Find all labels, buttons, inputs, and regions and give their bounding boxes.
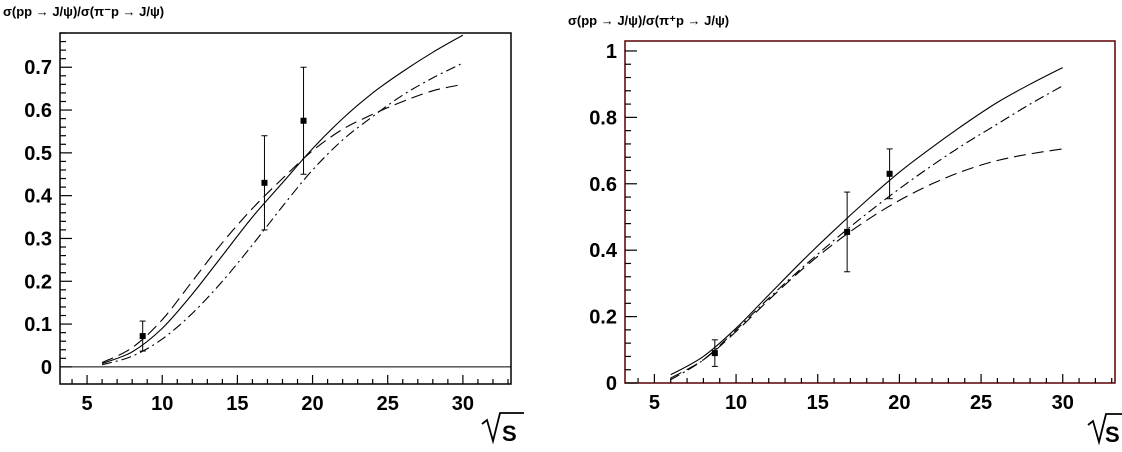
left-x-axis-text: S	[502, 421, 517, 446]
right-x-tick-label: 20	[888, 392, 910, 414]
right-y-tick-label: 0	[606, 373, 617, 395]
left-x-tick-label: 5	[81, 393, 92, 415]
right-curve-solid	[670, 67, 1063, 376]
right-x-tick-label: 10	[725, 392, 747, 414]
left-x-tick-label: 10	[151, 393, 173, 415]
right-y-tick-labels: 0 0.2 0.4 0.6 0.8 1	[589, 41, 618, 395]
right-x-tick-label: 5	[649, 392, 660, 414]
left-y-tick-label: 0.5	[24, 143, 52, 165]
right-x-axis-text: S	[1105, 422, 1120, 447]
left-data-point	[261, 179, 268, 186]
left-data-point	[139, 333, 146, 340]
right-data-point	[711, 350, 718, 357]
left-data-point	[300, 117, 307, 124]
right-sqrt-sign	[1087, 413, 1122, 446]
right-curve-dashdot	[670, 85, 1063, 381]
right-panel: σ(pp → J/ψ)/σ(π⁺p → J/ψ) 5 10 15 20 25 3…	[568, 13, 1122, 447]
left-y-tick-label: 0.4	[24, 186, 53, 208]
right-x-axis-label: S	[1087, 413, 1122, 447]
right-data-point	[886, 170, 893, 177]
left-x-axis-label: S	[481, 412, 524, 446]
left-y-tick-label: 0.1	[24, 314, 52, 336]
right-x-tick-label: 15	[807, 392, 829, 414]
left-y-tick-label: 0	[41, 357, 52, 379]
left-plot-marks	[60, 34, 511, 368]
right-y-tick-label: 0.2	[589, 307, 617, 329]
left-y-tick-labels: 0 0.1 0.2 0.3 0.4 0.5 0.6 0.7	[24, 57, 53, 379]
left-y-tick-label: 0.6	[24, 100, 52, 122]
left-curve-dash	[101, 83, 464, 364]
right-x-tick-label: 30	[1052, 392, 1074, 414]
right-x-tick-label: 25	[970, 392, 992, 414]
left-curve-solid	[101, 34, 464, 365]
left-y-tick-label: 0.2	[24, 271, 52, 293]
left-x-tick-label: 15	[226, 393, 248, 415]
right-data-point	[844, 228, 851, 235]
right-axis-ticks	[625, 50, 1113, 384]
right-curve-dash	[670, 148, 1063, 379]
right-y-tick-label: 0.4	[589, 240, 618, 262]
right-y-tick-label: 0.6	[589, 174, 617, 196]
right-plot-frame	[624, 40, 1116, 384]
right-x-tick-labels: 5 10 15 20 25 30	[649, 392, 1074, 414]
right-plot-marks	[670, 67, 1063, 381]
left-plot-frame	[59, 32, 512, 385]
left-axis-ticks	[60, 32, 509, 384]
left-x-tick-label: 20	[301, 393, 323, 415]
right-chart-title: σ(pp → J/ψ)/σ(π⁺p → J/ψ)	[568, 13, 729, 28]
left-x-tick-label: 30	[452, 393, 474, 415]
left-panel: σ(pp → J/ψ)/σ(π⁻p → J/ψ) 5 10 15 20 25 3…	[3, 4, 524, 446]
right-y-tick-label: 1	[606, 41, 617, 63]
left-x-tick-labels: 5 10 15 20 25 30	[81, 393, 474, 415]
right-y-tick-label: 0.8	[589, 107, 617, 129]
left-y-tick-label: 0.7	[24, 57, 52, 79]
left-y-tick-label: 0.3	[24, 228, 52, 250]
left-x-tick-label: 25	[377, 393, 399, 415]
left-chart-title: σ(pp → J/ψ)/σ(π⁻p → J/ψ)	[3, 4, 164, 19]
left-sqrt-sign	[481, 412, 524, 445]
left-curve-dashdot	[101, 62, 464, 366]
